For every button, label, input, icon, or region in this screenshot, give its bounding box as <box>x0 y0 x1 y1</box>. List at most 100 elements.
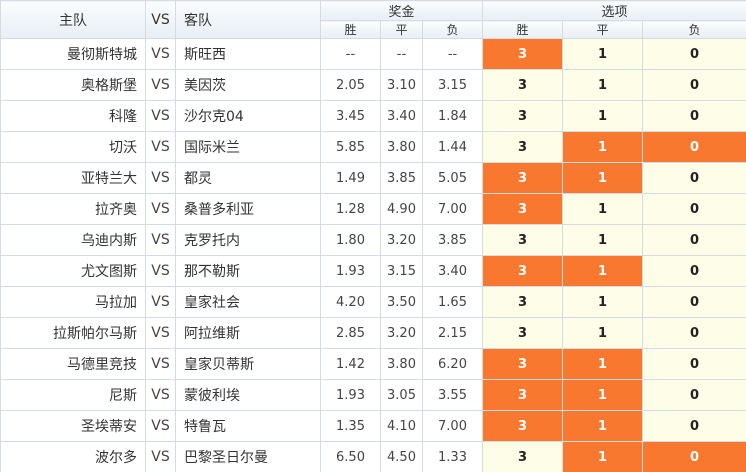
table-row: 乌迪内斯 VS 克罗托内 1.80 3.20 3.85 3 1 0 <box>0 224 746 256</box>
odd-lose: 2.15 <box>421 317 484 349</box>
vs-label: VS <box>145 441 176 472</box>
odd-lose: 3.85 <box>421 224 484 256</box>
odd-win: 1.93 <box>320 379 381 411</box>
table-row: 尼斯 VS 蒙彼利埃 1.93 3.05 3.55 3 1 0 <box>0 379 746 411</box>
home-team: 圣埃蒂安 <box>0 410 146 442</box>
option-win[interactable]: 3 <box>482 38 564 70</box>
table-row: 尤文图斯 VS 那不勒斯 1.93 3.15 3.40 3 1 0 <box>0 255 746 287</box>
odd-win: 1.35 <box>320 410 381 442</box>
odd-lose: 1.44 <box>421 131 484 163</box>
option-draw[interactable]: 1 <box>562 193 644 225</box>
option-draw[interactable]: 1 <box>562 410 644 442</box>
option-draw[interactable]: 1 <box>562 348 644 380</box>
odd-draw: 3.50 <box>380 286 423 318</box>
option-lose[interactable]: 0 <box>642 69 746 101</box>
option-win[interactable]: 3 <box>482 100 564 132</box>
odd-lose: 1.84 <box>421 100 484 132</box>
option-lose[interactable]: 0 <box>642 100 746 132</box>
odd-draw: 3.20 <box>380 317 423 349</box>
option-draw[interactable]: 1 <box>562 317 644 349</box>
option-win[interactable]: 3 <box>482 255 564 287</box>
away-team: 桑普多利亚 <box>175 193 321 225</box>
option-lose[interactable]: 0 <box>642 193 746 225</box>
home-team: 马拉加 <box>0 286 146 318</box>
home-team: 拉斯帕尔马斯 <box>0 317 146 349</box>
header-options: 选项 <box>482 0 746 21</box>
option-draw[interactable]: 1 <box>562 379 644 411</box>
odd-win: 2.05 <box>320 69 381 101</box>
away-team: 那不勒斯 <box>175 255 321 287</box>
option-win[interactable]: 3 <box>482 441 564 472</box>
odd-lose: 7.00 <box>421 410 484 442</box>
header-bonus-draw: 平 <box>380 20 423 39</box>
table-row: 圣埃蒂安 VS 特鲁瓦 1.35 4.10 7.00 3 1 0 <box>0 410 746 442</box>
header-away: 客队 <box>175 0 321 39</box>
odd-draw: 3.40 <box>380 100 423 132</box>
odd-lose: 3.15 <box>421 69 484 101</box>
option-win[interactable]: 3 <box>482 162 564 194</box>
option-win[interactable]: 3 <box>482 410 564 442</box>
option-win[interactable]: 3 <box>482 286 564 318</box>
option-lose[interactable]: 0 <box>642 379 746 411</box>
option-draw[interactable]: 1 <box>562 441 644 472</box>
option-draw[interactable]: 1 <box>562 162 644 194</box>
option-lose[interactable]: 0 <box>642 255 746 287</box>
option-draw[interactable]: 1 <box>562 100 644 132</box>
table-row: 拉斯帕尔马斯 VS 阿拉维斯 2.85 3.20 2.15 3 1 0 <box>0 317 746 349</box>
odd-win: 1.80 <box>320 224 381 256</box>
odd-draw: 3.85 <box>380 162 423 194</box>
odd-draw: 3.80 <box>380 348 423 380</box>
away-team: 阿拉维斯 <box>175 317 321 349</box>
option-lose[interactable]: 0 <box>642 348 746 380</box>
option-draw[interactable]: 1 <box>562 131 644 163</box>
odd-win: 1.93 <box>320 255 381 287</box>
option-draw[interactable]: 1 <box>562 38 644 70</box>
option-lose[interactable]: 0 <box>642 131 746 163</box>
option-lose[interactable]: 0 <box>642 224 746 256</box>
option-lose[interactable]: 0 <box>642 162 746 194</box>
option-lose[interactable]: 0 <box>642 441 746 472</box>
odd-draw: 3.80 <box>380 131 423 163</box>
option-win[interactable]: 3 <box>482 69 564 101</box>
odd-draw: 4.50 <box>380 441 423 472</box>
odd-win: 2.85 <box>320 317 381 349</box>
odd-draw: 4.90 <box>380 193 423 225</box>
option-lose[interactable]: 0 <box>642 286 746 318</box>
vs-label: VS <box>145 193 176 225</box>
option-win[interactable]: 3 <box>482 224 564 256</box>
vs-label: VS <box>145 379 176 411</box>
option-win[interactable]: 3 <box>482 317 564 349</box>
table-row: 马德里竞技 VS 皇家贝蒂斯 1.42 3.80 6.20 3 1 0 <box>0 348 746 380</box>
away-team: 国际米兰 <box>175 131 321 163</box>
option-draw[interactable]: 1 <box>562 286 644 318</box>
option-win[interactable]: 3 <box>482 348 564 380</box>
away-team: 蒙彼利埃 <box>175 379 321 411</box>
option-draw[interactable]: 1 <box>562 255 644 287</box>
option-draw[interactable]: 1 <box>562 69 644 101</box>
odd-draw: 4.10 <box>380 410 423 442</box>
away-team: 皇家贝蒂斯 <box>175 348 321 380</box>
vs-label: VS <box>145 317 176 349</box>
option-win[interactable]: 3 <box>482 379 564 411</box>
odd-win: 6.50 <box>320 441 381 472</box>
home-team: 奥格斯堡 <box>0 69 146 101</box>
header-option-lose: 负 <box>642 20 746 39</box>
option-draw[interactable]: 1 <box>562 224 644 256</box>
home-team: 马德里竞技 <box>0 348 146 380</box>
option-lose[interactable]: 0 <box>642 410 746 442</box>
away-team: 巴黎圣日尔曼 <box>175 441 321 472</box>
option-lose[interactable]: 0 <box>642 38 746 70</box>
vs-label: VS <box>145 69 176 101</box>
away-team: 克罗托内 <box>175 224 321 256</box>
odd-lose: 5.05 <box>421 162 484 194</box>
option-lose[interactable]: 0 <box>642 317 746 349</box>
home-team: 乌迪内斯 <box>0 224 146 256</box>
option-win[interactable]: 3 <box>482 131 564 163</box>
vs-label: VS <box>145 100 176 132</box>
odd-win: 1.28 <box>320 193 381 225</box>
vs-label: VS <box>145 224 176 256</box>
odd-win: 4.20 <box>320 286 381 318</box>
table-row: 马拉加 VS 皇家社会 4.20 3.50 1.65 3 1 0 <box>0 286 746 318</box>
option-win[interactable]: 3 <box>482 193 564 225</box>
